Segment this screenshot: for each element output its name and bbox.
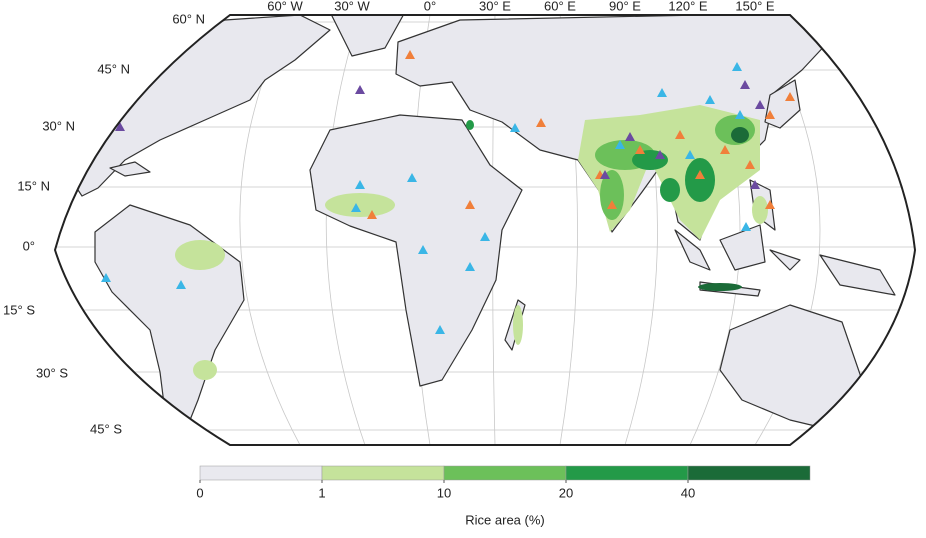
colorbar-tick-label: 1 (318, 485, 325, 500)
lon-label: 30° E (479, 0, 511, 13)
colorbar-segment (687, 465, 811, 481)
lon-label: 90° E (609, 0, 641, 13)
lon-label: 0° (424, 0, 436, 13)
colorbar: 0 1 10 20 40 (196, 465, 811, 500)
lat-label: 30° N (42, 118, 75, 133)
colorbar-segment (565, 465, 689, 481)
lat-label: 30° S (36, 365, 68, 380)
colorbar-segment (443, 465, 567, 481)
colorbar-title: Rice area (%) (465, 512, 544, 527)
lon-label: 120° E (668, 0, 708, 13)
colorbar-tick-label: 10 (437, 485, 451, 500)
colorbar-segment (199, 465, 323, 481)
lat-label: 0° (23, 238, 35, 253)
lat-label: 45° N (97, 61, 130, 76)
lat-labels: 60° N 45° N 30° N 15° N 0° 15° S 30° S 4… (3, 11, 205, 436)
map-frame (53, 14, 917, 446)
colorbar-tick-label: 0 (196, 485, 203, 500)
southeast-asia-islands (674, 179, 896, 297)
lon-label: 150° E (735, 0, 775, 13)
colorbar-tick-label: 20 (559, 485, 573, 500)
rice-area (175, 105, 768, 380)
lon-label: 60° E (544, 0, 576, 13)
greenland (329, 15, 406, 57)
caribbean (109, 161, 151, 177)
africa (309, 114, 523, 387)
lat-label: 15° S (3, 302, 35, 317)
lon-label: 30° W (334, 0, 370, 13)
lon-labels: 60° W 30° W 0° 30° E 60° E 90° E 120° E … (267, 0, 775, 13)
lat-label: 45° S (90, 421, 122, 436)
lon-label: 60° W (267, 0, 303, 13)
lat-label: 15° N (17, 178, 50, 193)
lat-label: 60° N (172, 11, 205, 26)
japan (764, 79, 801, 129)
colorbar-segment (321, 465, 445, 481)
colorbar-tick-label: 40 (681, 485, 695, 500)
map-body (55, 15, 915, 445)
